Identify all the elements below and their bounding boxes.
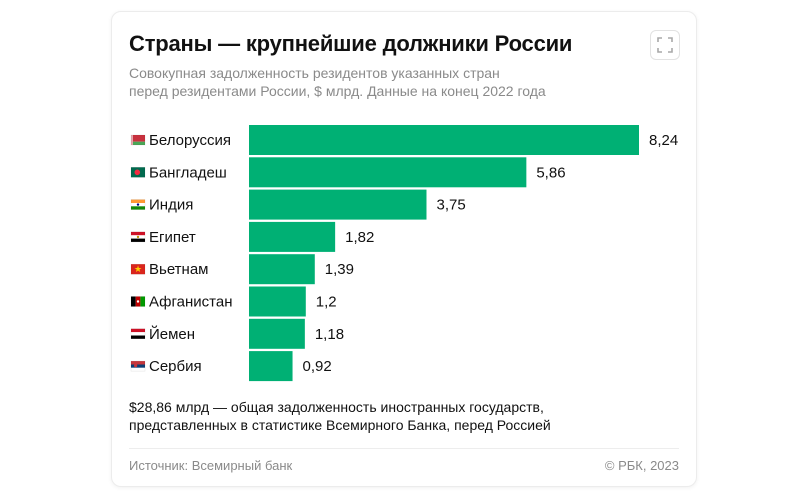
category-label: Бангладеш <box>149 164 227 181</box>
bar <box>249 318 305 349</box>
category-label: Йемен <box>149 325 195 343</box>
category-label: Индия <box>149 197 193 214</box>
note-line: представленных в статистике Всемирного Б… <box>129 417 551 433</box>
bar <box>249 189 427 220</box>
value-label: 1,2 <box>316 294 337 311</box>
value-label: 1,39 <box>325 261 354 278</box>
chart-title: Страны — крупнейшие должники России <box>129 31 573 56</box>
subtitle-line: Совокупная задолженность резидентов указ… <box>129 65 500 81</box>
value-label: 5,86 <box>536 164 565 181</box>
value-label: 3,75 <box>436 197 465 214</box>
egypt-flag-icon <box>130 231 146 243</box>
bar-chart: Белоруссия 8,24 Бангладеш 5,86 Индия 3,75 Егип… <box>130 125 678 382</box>
chart-subtitle: Совокупная задолженность резидентов указ… <box>129 64 629 100</box>
value-label: 1,82 <box>345 229 374 246</box>
source-text: Источник: Всемирный банк <box>129 458 293 473</box>
bar <box>249 157 527 188</box>
category-label: Сербия <box>149 358 202 375</box>
belarus-flag-icon <box>130 134 146 146</box>
value-label: 0,92 <box>303 358 332 375</box>
category-label: Вьетнам <box>149 261 208 278</box>
category-label: Белоруссия <box>149 132 231 149</box>
bangladesh-flag-icon <box>130 167 146 178</box>
serbia-flag-icon <box>130 360 146 372</box>
copyright-text: © РБК, 2023 <box>604 458 679 473</box>
value-label: 8,24 <box>649 132 678 149</box>
category-label: Афганистан <box>149 294 233 311</box>
bar <box>249 221 336 252</box>
bar <box>249 254 315 285</box>
svg-text:★: ★ <box>134 264 142 274</box>
expand-icon <box>657 37 673 53</box>
afghanistan-flag-icon <box>130 296 146 307</box>
india-flag-icon <box>130 199 146 210</box>
total-note: $28,86 млрд — общая задолженность иностр… <box>129 398 669 434</box>
category-label: Египет <box>149 229 196 246</box>
chart-card: Страны — крупнейшие должники России Сово… <box>111 11 697 487</box>
bar <box>249 125 639 155</box>
note-line: $28,86 млрд — общая задолженность иностр… <box>129 399 544 415</box>
value-label: 1,18 <box>315 326 344 343</box>
bar <box>249 286 306 317</box>
bar <box>249 351 293 382</box>
expand-button[interactable] <box>650 30 680 60</box>
yemen-flag-icon <box>130 328 146 340</box>
subtitle-line: перед резидентами России, $ млрд. Данные… <box>129 83 546 99</box>
footer-divider <box>129 448 679 449</box>
vietnam-flag-icon: ★ <box>130 263 146 275</box>
